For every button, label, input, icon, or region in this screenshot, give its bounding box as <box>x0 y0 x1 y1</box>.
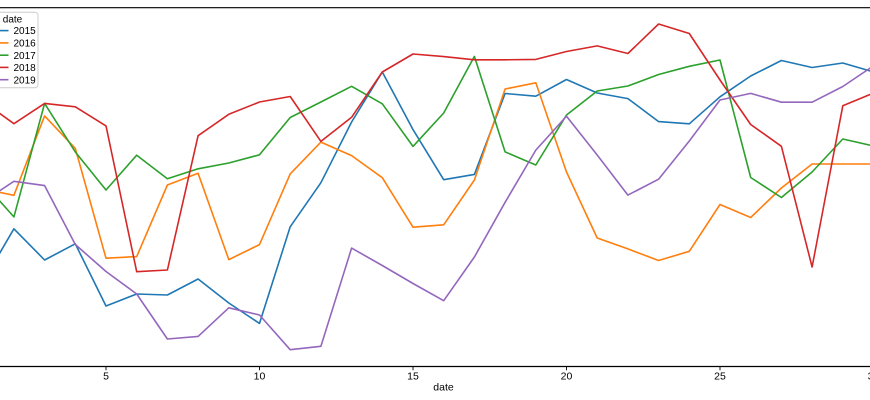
svg-text:10: 10 <box>254 371 266 383</box>
svg-text:2016: 2016 <box>14 39 37 50</box>
svg-text:date: date <box>433 382 454 394</box>
svg-text:5: 5 <box>103 371 109 383</box>
svg-text:2017: 2017 <box>14 51 37 62</box>
svg-text:30: 30 <box>868 371 870 383</box>
svg-text:20: 20 <box>561 371 573 383</box>
svg-text:15: 15 <box>407 371 419 383</box>
svg-text:2018: 2018 <box>14 63 37 74</box>
svg-text:25: 25 <box>714 371 726 383</box>
svg-text:2015: 2015 <box>14 26 37 37</box>
svg-text:date: date <box>3 14 23 25</box>
svg-text:2019: 2019 <box>14 75 37 86</box>
